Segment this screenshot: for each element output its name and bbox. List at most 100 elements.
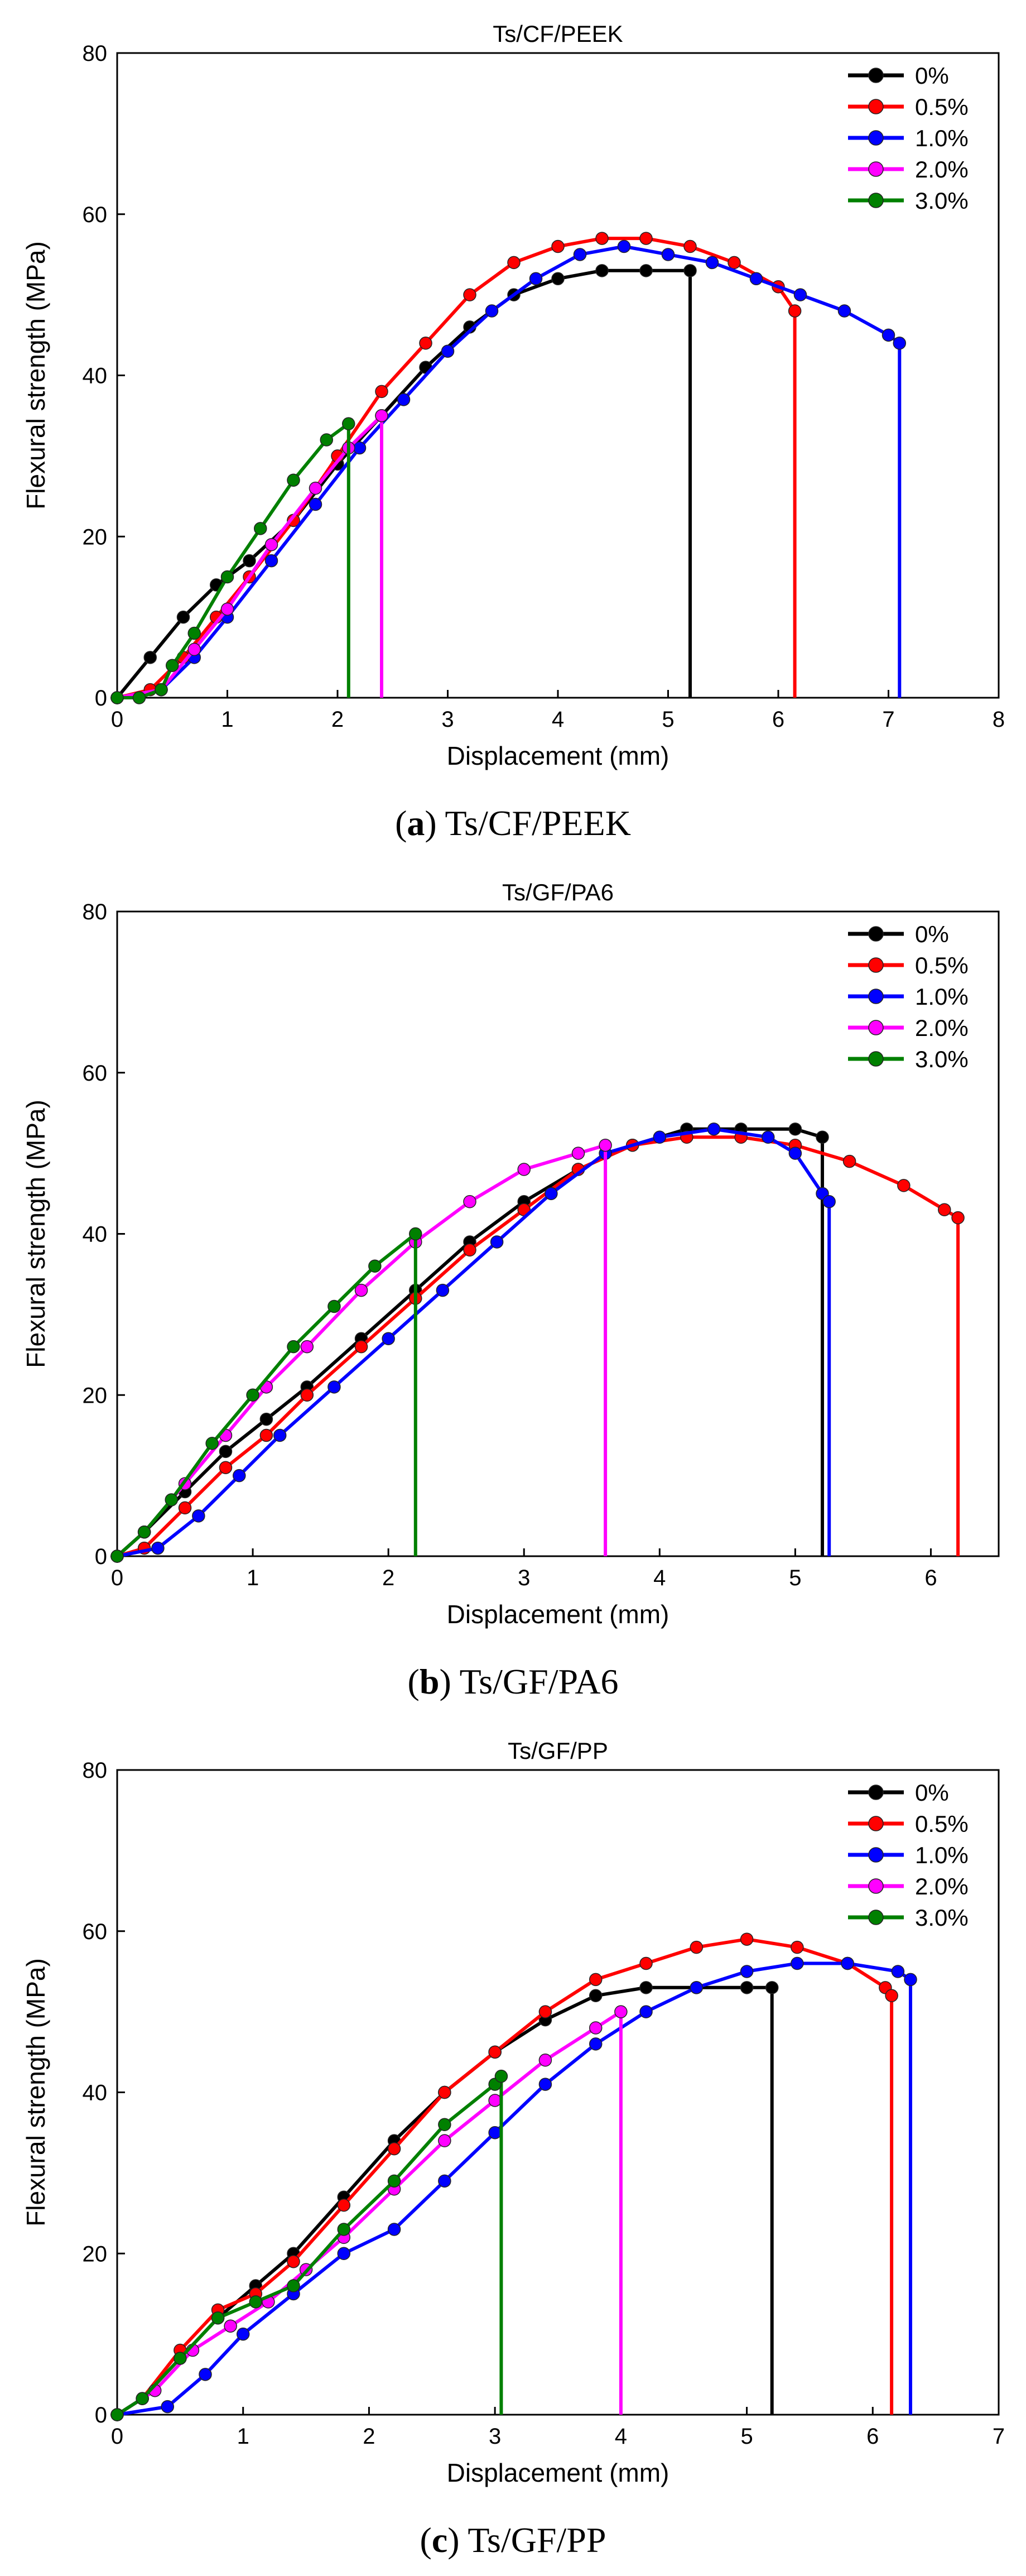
x-tick-label: 4 xyxy=(653,1566,666,1590)
data-point xyxy=(438,2118,451,2131)
y-tick-label: 0 xyxy=(95,686,107,711)
y-axis-label: Flexural strength (MPa) xyxy=(21,1958,50,2227)
legend-entry: 1.0% xyxy=(915,984,969,1010)
legend-entry: 0.5% xyxy=(915,94,969,120)
data-point xyxy=(387,2223,401,2236)
data-point xyxy=(589,1973,603,1987)
data-point xyxy=(595,232,609,245)
x-tick-label: 2 xyxy=(363,2424,375,2449)
legend-marker xyxy=(868,1785,884,1800)
series-line-2 xyxy=(117,244,902,699)
y-tick-label: 0 xyxy=(95,1544,107,1569)
data-point xyxy=(273,1428,287,1442)
legend-entry: 1.0% xyxy=(915,125,969,151)
series-line-0 xyxy=(115,268,692,699)
x-tick-label: 2 xyxy=(331,707,344,732)
data-point xyxy=(538,2005,552,2018)
data-point xyxy=(342,417,355,430)
figure-caption-a: (a) Ts/CF/PEEK xyxy=(395,803,631,843)
y-tick-label: 0 xyxy=(95,2403,107,2428)
data-point xyxy=(765,1981,779,1994)
legend-entry: 3.0% xyxy=(915,1046,969,1072)
data-point xyxy=(441,344,455,358)
data-point xyxy=(436,1283,450,1297)
x-tick-label: 7 xyxy=(993,2424,1005,2449)
data-point xyxy=(132,691,146,704)
legend-marker xyxy=(868,1816,884,1831)
data-point xyxy=(762,1130,775,1144)
data-point xyxy=(683,264,697,277)
data-point xyxy=(788,1147,802,1160)
data-point xyxy=(842,1154,856,1168)
data-point xyxy=(337,2223,351,2236)
series-line-1 xyxy=(116,1937,894,2416)
data-point xyxy=(110,2408,124,2421)
data-point xyxy=(166,659,179,672)
data-point xyxy=(264,554,278,568)
y-tick-label: 80 xyxy=(83,1758,108,1783)
data-point xyxy=(187,626,201,640)
legend-entry: 2.0% xyxy=(915,1015,969,1041)
legend-marker xyxy=(868,1051,884,1067)
y-tick-label: 80 xyxy=(83,41,108,66)
x-tick-label: 2 xyxy=(382,1566,394,1590)
legend-entry: 0% xyxy=(915,63,949,89)
data-point xyxy=(891,1965,905,1978)
chart-title: Ts/GF/PP xyxy=(508,1738,608,1764)
data-point xyxy=(837,304,851,318)
legend-entry: 0.5% xyxy=(915,952,969,978)
data-point xyxy=(463,1195,476,1208)
data-point xyxy=(653,1130,667,1144)
data-point xyxy=(287,2279,300,2292)
y-tick-label: 20 xyxy=(83,1383,108,1408)
legend-marker xyxy=(868,1878,884,1894)
x-tick-label: 4 xyxy=(615,2424,627,2449)
data-point xyxy=(205,1437,219,1450)
data-point xyxy=(707,1122,721,1136)
data-point xyxy=(246,1388,259,1402)
data-point xyxy=(507,256,521,270)
data-point xyxy=(110,1550,124,1563)
data-point xyxy=(740,1981,754,1994)
chart-title: Ts/CF/PEEK xyxy=(493,21,623,47)
data-point xyxy=(287,473,300,487)
data-point xyxy=(438,2085,451,2099)
data-point xyxy=(639,1981,653,1994)
legend-marker xyxy=(868,193,884,208)
x-tick-label: 7 xyxy=(882,707,894,732)
data-point xyxy=(387,2142,401,2156)
data-point xyxy=(220,602,234,616)
x-tick-label: 8 xyxy=(993,707,1005,732)
x-tick-label: 5 xyxy=(662,707,674,732)
x-tick-label: 3 xyxy=(441,707,454,732)
data-point xyxy=(690,1940,704,1954)
data-point xyxy=(110,691,124,704)
legend-entry: 3.0% xyxy=(915,188,969,214)
data-point xyxy=(791,1956,804,1970)
data-point xyxy=(259,1412,273,1426)
data-point xyxy=(375,385,388,399)
data-point xyxy=(178,1501,192,1515)
legend-marker xyxy=(868,957,884,973)
data-point xyxy=(419,337,432,350)
data-point xyxy=(300,1388,314,1402)
data-point xyxy=(337,2247,351,2260)
data-point xyxy=(938,1203,951,1216)
x-tick-label: 0 xyxy=(111,707,123,732)
legend-marker xyxy=(868,1847,884,1863)
x-tick-label: 3 xyxy=(518,1566,530,1590)
legend-marker xyxy=(868,161,884,177)
data-point xyxy=(571,1147,585,1160)
figure-caption-b: (b) Ts/GF/PA6 xyxy=(407,1662,619,1701)
data-point xyxy=(161,2400,175,2414)
figure-caption-c: (c) Ts/GF/PP xyxy=(420,2520,606,2560)
data-point xyxy=(309,497,322,511)
plot-frame xyxy=(116,1769,1000,2416)
data-point xyxy=(893,337,906,350)
y-tick-label: 40 xyxy=(83,1222,108,1247)
legend-entry: 0% xyxy=(915,1779,949,1806)
y-axis-label: Flexural strength (MPa) xyxy=(21,1100,50,1368)
data-point xyxy=(236,2327,250,2341)
data-point xyxy=(254,522,267,535)
